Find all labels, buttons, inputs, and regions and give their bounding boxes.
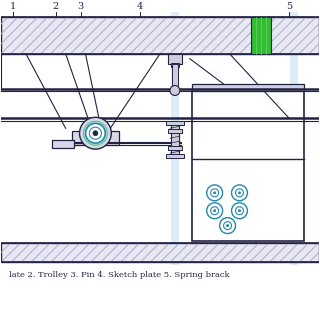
Circle shape [232,203,247,219]
Bar [168,129,182,133]
Circle shape [226,224,229,227]
Bar [290,12,298,265]
Bar [1,243,319,262]
Text: 3: 3 [77,2,84,11]
Bar [172,64,178,89]
Bar [166,154,184,158]
Circle shape [85,124,105,143]
Circle shape [238,191,241,194]
Circle shape [80,117,111,149]
Circle shape [224,222,232,229]
Bar [1,17,319,54]
Text: 2: 2 [52,2,59,11]
Circle shape [170,85,180,95]
Circle shape [207,203,223,219]
Circle shape [238,209,241,212]
Circle shape [211,189,219,197]
Bar [72,131,119,145]
Bar [168,54,182,64]
Circle shape [232,185,247,201]
Circle shape [93,131,98,136]
Circle shape [213,209,216,212]
Bar [168,146,182,150]
Bar [171,12,179,265]
Bar [171,63,179,67]
Text: late 2. Trolley 3. Pin 4. Sketch plate 5. Spring brack: late 2. Trolley 3. Pin 4. Sketch plate 5… [9,271,230,279]
Circle shape [213,191,216,194]
Text: 4: 4 [137,2,143,11]
Bar [192,84,304,92]
Bar [192,92,304,241]
Circle shape [236,207,244,215]
Circle shape [236,189,244,197]
Bar [171,123,179,156]
Bar [252,17,271,54]
Text: 5: 5 [286,2,292,11]
Bar [52,140,74,148]
Bar [166,121,184,125]
Circle shape [220,218,236,234]
Circle shape [207,185,223,201]
Text: 1: 1 [10,2,16,11]
Circle shape [211,207,219,215]
